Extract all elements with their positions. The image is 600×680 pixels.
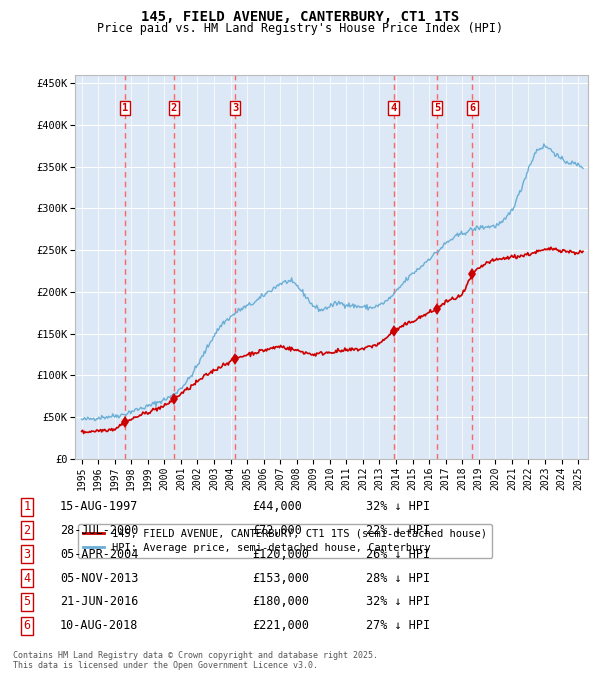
Text: £221,000: £221,000 [252, 619, 309, 632]
Text: 28-JUL-2000: 28-JUL-2000 [60, 524, 139, 537]
Text: 28% ↓ HPI: 28% ↓ HPI [366, 571, 430, 585]
Text: This data is licensed under the Open Government Licence v3.0.: This data is licensed under the Open Gov… [13, 662, 318, 670]
Text: 3: 3 [232, 103, 238, 113]
Text: 1: 1 [122, 103, 128, 113]
Legend: 145, FIELD AVENUE, CANTERBURY, CT1 1TS (semi-detached house), HPI: Average price: 145, FIELD AVENUE, CANTERBURY, CT1 1TS (… [77, 524, 492, 558]
Text: 27% ↓ HPI: 27% ↓ HPI [366, 619, 430, 632]
Text: £120,000: £120,000 [252, 547, 309, 561]
Text: 32% ↓ HPI: 32% ↓ HPI [366, 595, 430, 609]
Text: 5: 5 [434, 103, 440, 113]
Text: Price paid vs. HM Land Registry's House Price Index (HPI): Price paid vs. HM Land Registry's House … [97, 22, 503, 35]
Text: 1: 1 [23, 500, 31, 513]
Text: 21-JUN-2016: 21-JUN-2016 [60, 595, 139, 609]
Text: 4: 4 [23, 571, 31, 585]
Text: 2: 2 [23, 524, 31, 537]
Text: 6: 6 [469, 103, 475, 113]
Text: 22% ↓ HPI: 22% ↓ HPI [366, 524, 430, 537]
Text: 2: 2 [170, 103, 177, 113]
Text: 10-AUG-2018: 10-AUG-2018 [60, 619, 139, 632]
Text: 6: 6 [23, 619, 31, 632]
Text: 32% ↓ HPI: 32% ↓ HPI [366, 500, 430, 513]
Text: £153,000: £153,000 [252, 571, 309, 585]
Text: 05-NOV-2013: 05-NOV-2013 [60, 571, 139, 585]
Text: £44,000: £44,000 [252, 500, 302, 513]
Text: 26% ↓ HPI: 26% ↓ HPI [366, 547, 430, 561]
Text: £180,000: £180,000 [252, 595, 309, 609]
Text: 05-APR-2004: 05-APR-2004 [60, 547, 139, 561]
Text: 4: 4 [391, 103, 397, 113]
Text: 15-AUG-1997: 15-AUG-1997 [60, 500, 139, 513]
Text: 5: 5 [23, 595, 31, 609]
Text: 3: 3 [23, 547, 31, 561]
Text: 145, FIELD AVENUE, CANTERBURY, CT1 1TS: 145, FIELD AVENUE, CANTERBURY, CT1 1TS [141, 10, 459, 24]
Text: £72,000: £72,000 [252, 524, 302, 537]
Text: Contains HM Land Registry data © Crown copyright and database right 2025.: Contains HM Land Registry data © Crown c… [13, 651, 378, 660]
